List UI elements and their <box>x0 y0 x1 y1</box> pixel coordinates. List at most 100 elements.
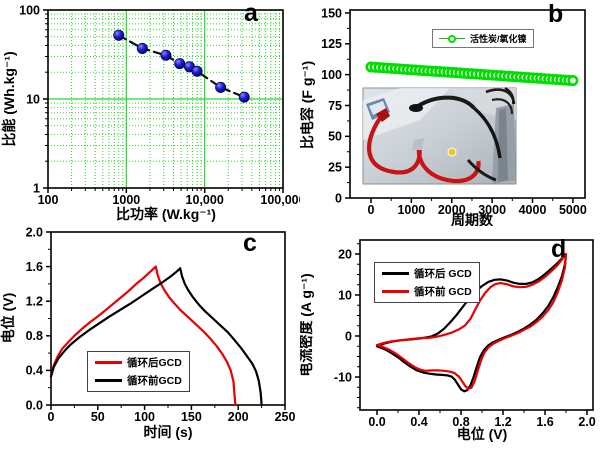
tick-label: 250 <box>275 410 296 424</box>
panel-letter-b: b <box>548 0 564 28</box>
y-axis-label: 电流密度 (A g⁻¹) <box>300 273 314 376</box>
x-axis-label: 时间 (s) <box>144 424 193 440</box>
tick-label: 150 <box>181 410 202 424</box>
tick-label: 1.2 <box>494 415 511 429</box>
data-point <box>174 58 186 70</box>
legend-label: 活性炭/氧化镍 <box>470 34 527 44</box>
tick-label: 2000 <box>438 203 466 217</box>
tick-label: 1000 <box>397 203 425 217</box>
panel-d: 电位 (V) 电流密度 (A g⁻¹) 0.0 0.4 0.8 1.2 1.6 2.0 -1… <box>300 226 600 452</box>
ragone-plot: 比功率 (W.kg⁻¹) 比能 (Wh.kg⁻¹) 100 1000 10,000 1… <box>1 3 300 222</box>
data-series <box>49 267 263 407</box>
data-series <box>375 252 568 393</box>
legend-label: 循环前 GCD <box>414 286 472 298</box>
legend: 活性炭/氧化镍 <box>432 29 534 48</box>
tick-label: 1 <box>33 181 40 195</box>
legend-line-sample <box>382 290 409 293</box>
axes-frame <box>349 9 586 199</box>
panel-a: 比功率 (W.kg⁻¹) 比能 (Wh.kg⁻¹) 100 1000 10,000 1… <box>0 0 300 226</box>
panel-b: 周期数 比电容 (F g⁻¹) 0 1000 2000 3000 4000 5000 0 25… <box>300 0 600 227</box>
legend-dot-sample <box>448 34 456 43</box>
tick-label: 0.0 <box>368 415 385 429</box>
legend-entry: 循环前GCD <box>95 373 182 388</box>
tick-label: 200 <box>228 410 249 424</box>
tick-label: 50 <box>91 410 105 424</box>
tick-label: 1.6 <box>536 415 553 429</box>
data-point <box>136 42 148 54</box>
legend: 循环后 GCD 循环前 GCD <box>374 262 480 303</box>
legend-entry: 活性炭/氧化镍 <box>439 32 527 45</box>
gcd-plot: 时间 (s) 电位 (V) 0 50 100 150 200 250 0.0 0.4 0.8 1.… <box>0 226 296 440</box>
plot-area: 0.0 0.4 0.8 1.2 1.6 2.0 -10 0 10 20 <box>334 239 596 429</box>
tick-label: 10,000 <box>186 193 224 207</box>
tick-label: 100 <box>19 3 40 17</box>
legend-marker <box>439 34 465 43</box>
data-point <box>567 75 579 87</box>
tick-label: -10 <box>334 370 352 384</box>
axes-frame <box>359 239 594 411</box>
tick-label: 2.0 <box>26 226 43 239</box>
legend-entry: 循环后 GCD <box>382 266 472 281</box>
legend-label: 循环后GCD <box>127 357 182 369</box>
tick-label: 20 <box>338 247 352 261</box>
tick-label: 0 <box>48 410 55 424</box>
tick-label: 75 <box>328 99 342 113</box>
tick-label: 10 <box>338 288 352 302</box>
data-point <box>215 81 227 93</box>
data-point <box>191 65 203 77</box>
legend-entry: 循环前 GCD <box>382 284 472 299</box>
tick-label: 100,000 <box>260 193 300 207</box>
legend-line-sample <box>95 379 122 382</box>
tick-label: 0 <box>335 191 342 205</box>
legend-label: 循环前GCD <box>127 375 182 387</box>
panel-letter-a: a <box>244 0 258 27</box>
tick-label: 0 <box>368 203 375 217</box>
panel-c: 时间 (s) 电位 (V) 0 50 100 150 200 250 0.0 0.4 0.8 1.… <box>0 226 300 452</box>
cv-plot: 电位 (V) 电流密度 (A g⁻¹) 0.0 0.4 0.8 1.2 1.6 2.0 -1… <box>300 239 596 442</box>
tick-label: 4000 <box>519 203 547 217</box>
data-point <box>160 49 172 61</box>
tick-label: 50 <box>328 130 342 144</box>
legend-line-sample <box>382 272 409 275</box>
tick-label: 0.8 <box>26 329 43 343</box>
tick-label: 1000 <box>112 193 140 207</box>
plot-area: 0 50 100 150 200 250 0.0 0.4 0.8 1.2 1.6 2.0 <box>26 226 296 424</box>
y-axis-label: 电位 (V) <box>0 293 16 344</box>
data-series <box>49 265 237 407</box>
y-axis-label: 比能 (Wh.kg⁻¹) <box>1 51 17 146</box>
x-axis-label: 周期数 <box>451 212 494 226</box>
tick-label: 1.2 <box>26 295 43 309</box>
x-axis-label: 电位 (V) <box>457 426 508 442</box>
device-photo-inset <box>362 86 517 185</box>
legend-entry: 循环后GCD <box>95 355 182 370</box>
tick-label: 1.6 <box>26 260 43 274</box>
data-point <box>238 91 250 103</box>
tick-label: 3000 <box>478 203 506 217</box>
tick-label: 25 <box>328 160 342 174</box>
data-series <box>375 252 568 390</box>
x-axis-label: 比功率 (W.kg⁻¹) <box>116 206 216 222</box>
tick-label: 10 <box>26 92 40 106</box>
tick-label: 0.0 <box>26 398 43 412</box>
tick-label: 0.4 <box>26 364 43 378</box>
tick-label: 0.8 <box>452 415 469 429</box>
tick-label: 5000 <box>559 203 587 217</box>
tick-label: 0 <box>345 329 352 343</box>
plot-area: 0 1000 2000 3000 4000 5000 0 25 50 75 100 125 150 <box>321 6 587 217</box>
tick-label: 100 <box>38 193 59 207</box>
plot-area: 100 1000 10,000 100,000 1 10 100 <box>19 3 300 207</box>
cycling-stability-plot: 周期数 比电容 (F g⁻¹) 0 1000 2000 3000 4000 5000 0 25… <box>300 6 587 226</box>
y-axis-label: 比电容 (F g⁻¹) <box>300 61 315 149</box>
tick-label: 125 <box>321 37 342 51</box>
panel-letter-c: c <box>243 229 257 257</box>
panel-letter-d: d <box>551 235 567 263</box>
tick-label: 2.0 <box>578 415 595 429</box>
tick-label: 100 <box>321 68 342 82</box>
tick-label: 0.4 <box>410 415 427 429</box>
legend-line-sample <box>95 361 122 364</box>
legend-label: 循环后 GCD <box>414 268 472 280</box>
data-point <box>113 29 125 41</box>
legend: 循环后GCD 循环前GCD <box>87 351 190 392</box>
tick-label: 100 <box>134 410 155 424</box>
